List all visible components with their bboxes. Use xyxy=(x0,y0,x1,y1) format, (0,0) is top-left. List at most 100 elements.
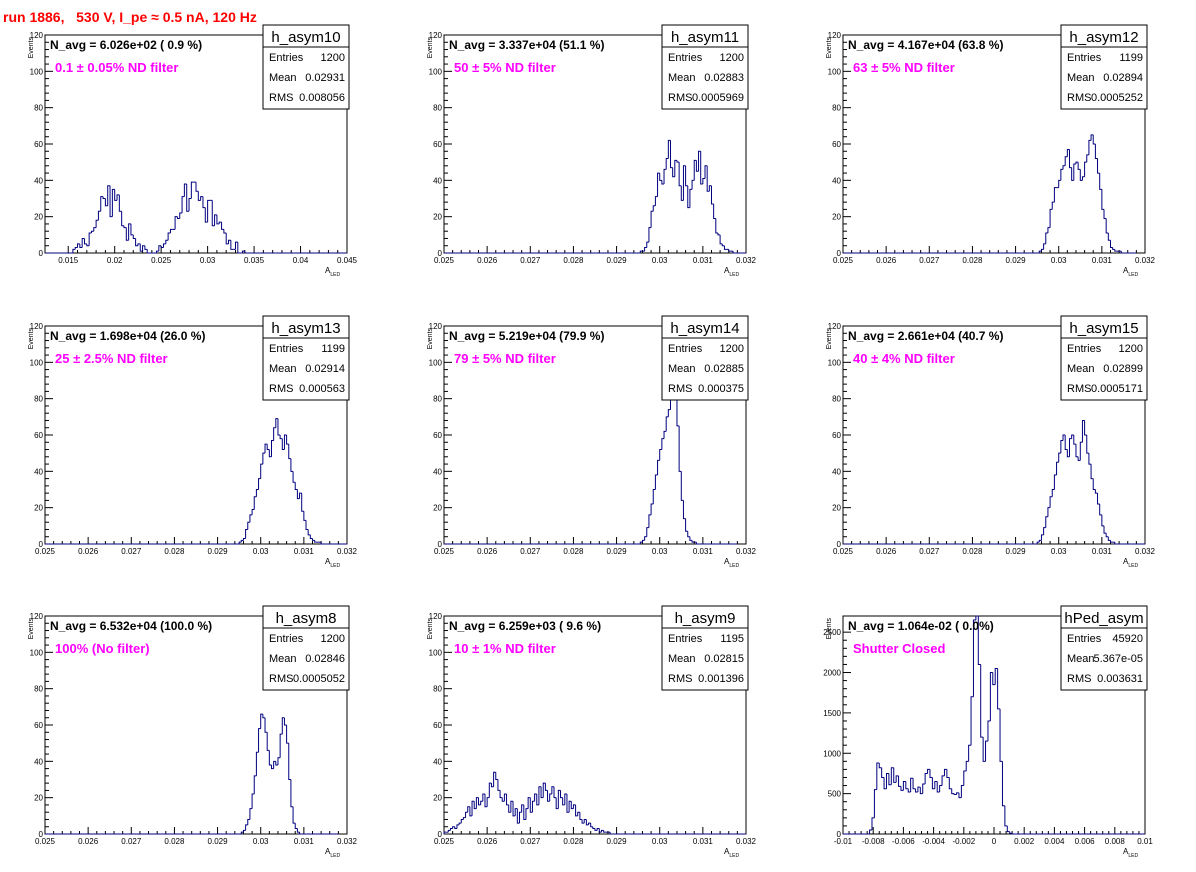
x-tick-label: 0.025 xyxy=(434,256,455,265)
histogram-bin xyxy=(1043,527,1046,535)
histogram-bin xyxy=(542,782,546,798)
stats-value: 45920 xyxy=(1112,633,1143,645)
histogram-panel: 0 20 40 60 80 100 120 0.025 0.026 0.027 0.028 0.029… xyxy=(28,315,358,569)
histogram-bin xyxy=(682,500,686,520)
histogram-bin xyxy=(980,664,984,738)
stats-label: RMS xyxy=(668,673,692,685)
histogram-bin xyxy=(190,181,194,199)
histogram-bin xyxy=(583,818,587,824)
x-axis-label: ALED xyxy=(724,847,739,859)
histogram-bin xyxy=(1051,489,1055,497)
histogram-bin xyxy=(514,808,518,816)
histogram-bin xyxy=(128,223,131,241)
histogram-bin xyxy=(1047,507,1051,517)
histogram-bin xyxy=(281,717,285,735)
histogram-bin xyxy=(299,492,302,499)
histogram-bin xyxy=(958,792,962,799)
stats-table-box xyxy=(262,627,350,691)
histogram-name: hPed_asym xyxy=(1064,610,1143,627)
stats-value: 1200 xyxy=(720,52,744,64)
x-tick-label: 0.029 xyxy=(208,547,229,556)
histogram-bin xyxy=(125,227,129,241)
x-tick-label: 0.03 xyxy=(253,547,269,556)
histogram-bin xyxy=(1101,514,1105,527)
histogram-bin xyxy=(648,227,652,243)
histogram-bin xyxy=(919,787,923,795)
y-tick-label: 2000 xyxy=(823,669,841,678)
y-tick-label: 0 xyxy=(39,249,44,258)
filter-annotation: 63 ± 5% ND filter xyxy=(853,60,955,75)
y-tick-label: 20 xyxy=(433,504,442,513)
histogram-bin xyxy=(670,140,673,169)
histogram-bin xyxy=(680,471,684,501)
y-tick-label: 20 xyxy=(433,794,442,803)
histogram-bin xyxy=(1040,248,1044,252)
histogram-bin xyxy=(960,785,964,798)
histogram-bin xyxy=(238,541,242,544)
histogram-bin xyxy=(667,409,671,417)
histogram-bin xyxy=(260,713,263,729)
stats-value: 1199 xyxy=(1119,52,1143,64)
histogram-bin xyxy=(90,230,94,234)
histogram-bin xyxy=(1071,434,1074,439)
histogram-bin xyxy=(678,162,682,187)
x-tick-label: 0.031 xyxy=(1092,256,1113,265)
histogram-bin xyxy=(516,808,520,824)
histogram-bin xyxy=(299,832,302,835)
histogram-bin xyxy=(255,751,259,776)
histogram-bin xyxy=(663,168,667,184)
histogram-bin xyxy=(449,828,453,831)
stats-value: 0.001396 xyxy=(698,673,744,685)
histogram-bin xyxy=(1075,444,1079,458)
histogram-bin xyxy=(273,427,276,441)
y-tick-label: 60 xyxy=(34,140,43,149)
histogram-bin xyxy=(676,160,680,163)
histogram-bin xyxy=(462,817,466,820)
y-tick-label: 0 xyxy=(837,540,842,549)
histogram-bin xyxy=(1088,453,1092,465)
stats-value: 1200 xyxy=(321,633,345,645)
filter-annotation: 40 ± 4% ND filter xyxy=(853,351,955,366)
histogram-bin xyxy=(1088,139,1092,155)
navg-label: N_avg = 5.219e+04 (79.9 %) xyxy=(449,329,604,343)
histogram-bin xyxy=(982,737,986,762)
histogram-bin xyxy=(202,196,206,209)
histogram-name: h_asym11 xyxy=(671,29,739,46)
histogram-bin xyxy=(303,511,307,521)
histogram-bin xyxy=(674,159,677,177)
histogram-bin xyxy=(156,250,159,253)
histogram-bin xyxy=(1004,805,1008,827)
histogram-bin xyxy=(1062,434,1066,441)
stats-value: 1200 xyxy=(720,343,744,355)
x-tick-label: 0.03 xyxy=(200,256,216,265)
histogram-bin xyxy=(146,249,150,254)
histogram-bin xyxy=(939,785,943,793)
y-tick-label: 0 xyxy=(39,540,44,549)
histogram-bin xyxy=(1092,478,1096,490)
x-tick-label: 0.029 xyxy=(607,256,628,265)
histogram-bin xyxy=(568,800,572,813)
x-tick-label: 0.026 xyxy=(477,837,498,846)
histogram-bin xyxy=(1099,173,1102,190)
stats-label: RMS xyxy=(1067,92,1091,104)
histogram-bin xyxy=(467,806,470,813)
histogram-bin xyxy=(588,822,591,825)
histogram-bin xyxy=(676,395,680,427)
histogram-bin xyxy=(527,797,531,809)
histogram-bin xyxy=(687,531,690,538)
histogram-bin xyxy=(241,250,245,253)
histogram-bin xyxy=(144,245,148,250)
histogram-bin xyxy=(111,188,115,217)
histogram-bin xyxy=(74,247,78,250)
y-tick-label: 60 xyxy=(832,431,841,440)
y-tick-label: 0 xyxy=(837,249,842,258)
y-tick-label: 40 xyxy=(433,176,442,185)
histogram-bin xyxy=(499,790,503,799)
histogram-bin xyxy=(488,782,492,798)
histogram-bin xyxy=(594,828,598,831)
histogram-bin xyxy=(963,770,967,786)
histogram-bin xyxy=(519,811,522,824)
histogram-name: h_asym14 xyxy=(670,320,739,337)
histogram-bin xyxy=(1105,533,1109,538)
histogram-bin xyxy=(234,241,238,250)
